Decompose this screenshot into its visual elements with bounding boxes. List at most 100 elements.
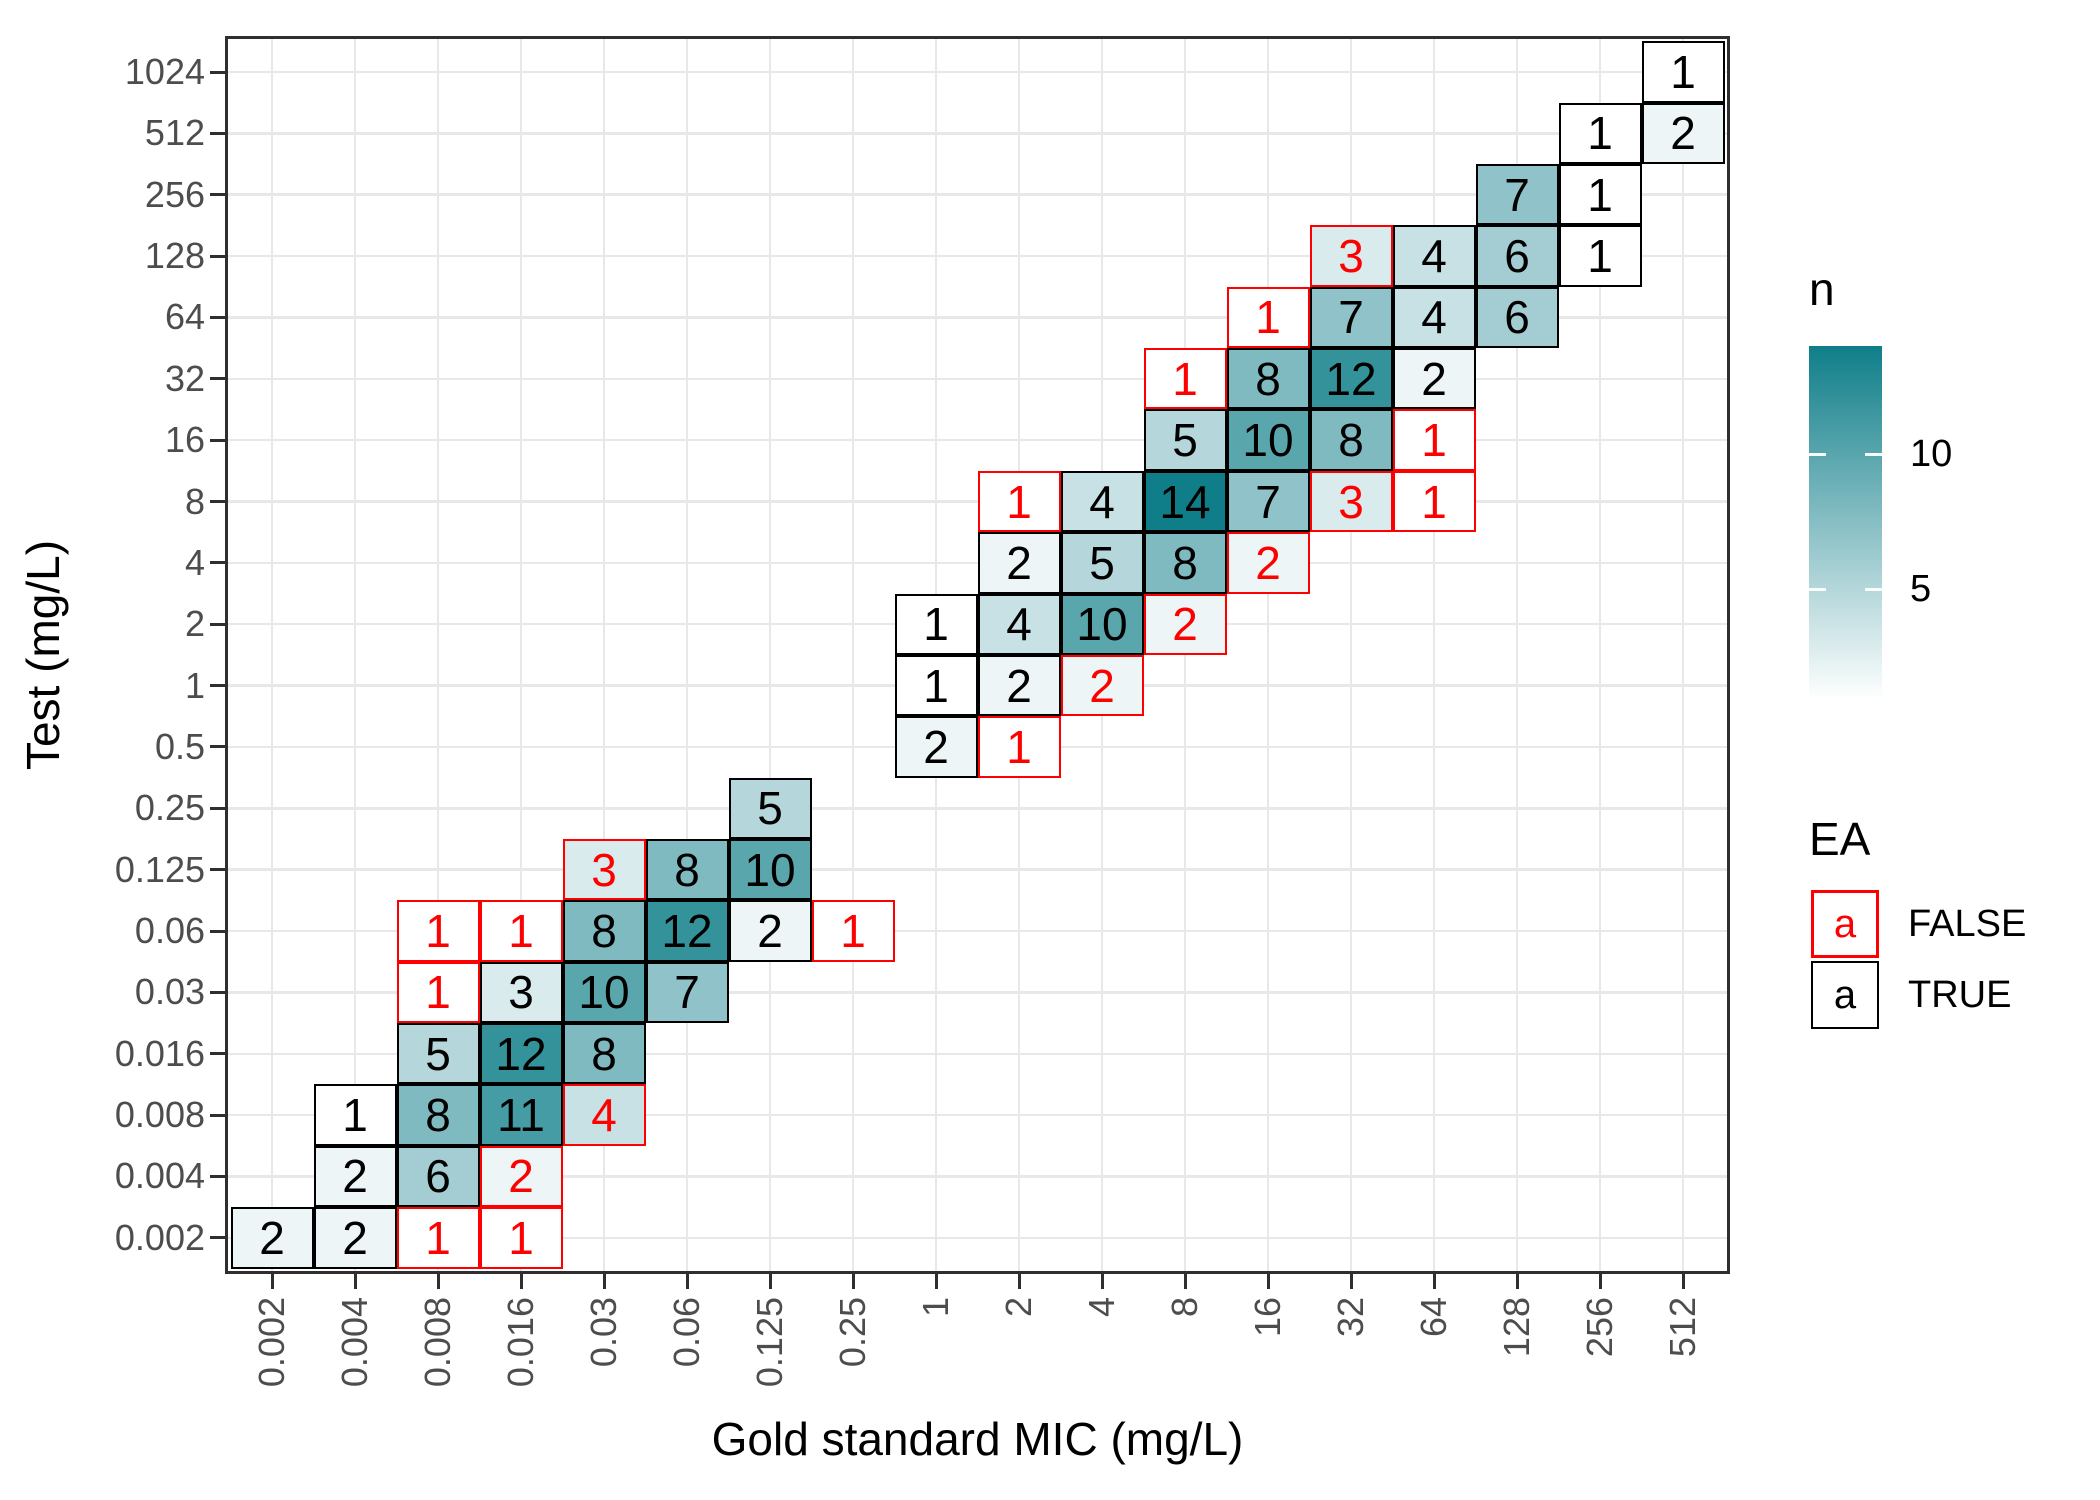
tile-512-512: 2 (1641, 102, 1725, 165)
y-tick-label: 16 (164, 419, 205, 461)
tile-4-4: 5 (1060, 532, 1144, 594)
tile-0.5-1: 2 (894, 716, 978, 778)
tile-2-2: 4 (977, 593, 1061, 655)
tile-0.016-0.03: 8 (562, 1023, 646, 1085)
gridline-y (225, 316, 1730, 319)
tile-1-2: 2 (977, 654, 1061, 717)
legend-key-true-glyph: a (1833, 972, 1857, 1017)
y-tick (210, 193, 225, 197)
legend-key-false: a (1811, 890, 1879, 958)
legend-gradient-tick-left (1809, 452, 1826, 456)
gridline-x (1432, 36, 1436, 1274)
gridline-x (1598, 36, 1602, 1274)
tile-32-16: 8 (1226, 348, 1310, 410)
legend-label-false: FALSE (1908, 903, 2027, 945)
x-tick (436, 1274, 440, 1289)
y-axis-title: Test (mg/L) (17, 539, 70, 771)
gridline-x (353, 36, 357, 1274)
x-axis-title: Gold standard MIC (mg/L) (711, 1413, 1244, 1465)
x-tick (602, 1274, 606, 1289)
x-tick (685, 1274, 689, 1289)
tile-0.03-0.06: 7 (645, 961, 729, 1024)
x-tick-label: 64 (1413, 1297, 1454, 1338)
tile-64-32: 7 (1309, 286, 1393, 349)
tile-0.125-0.03: 3 (562, 839, 646, 901)
tile-32-64: 2 (1392, 348, 1476, 410)
x-tick-label: 0.25 (832, 1297, 873, 1368)
x-tick (1183, 1274, 1187, 1289)
legend-key-false-glyph: a (1833, 901, 1857, 946)
tile-8-32: 3 (1309, 470, 1393, 533)
gridline-x (270, 36, 274, 1274)
tile-4-8: 8 (1143, 532, 1227, 594)
gridline-y (225, 1113, 1730, 1117)
y-tick (210, 561, 225, 565)
y-tick-label: 0.03 (134, 971, 205, 1013)
y-tick (210, 929, 225, 933)
x-tick (1349, 1274, 1353, 1289)
tile-64-64: 4 (1392, 286, 1476, 349)
gridline-x (1515, 36, 1519, 1274)
y-tick (210, 70, 225, 74)
tile-0.125-0.125: 10 (728, 839, 812, 901)
tile-256-128: 7 (1475, 164, 1559, 226)
gridline-y (225, 807, 1730, 810)
x-tick-label: 512 (1662, 1297, 1703, 1358)
tile-0.06-0.016: 1 (479, 900, 563, 962)
y-tick-label: 64 (164, 296, 205, 338)
legend-label-true: TRUE (1908, 974, 2012, 1016)
x-tick-label: 0.004 (334, 1297, 375, 1388)
y-tick (210, 1174, 225, 1178)
x-tick-label: 0.002 (251, 1297, 292, 1388)
y-tick-label: 4 (184, 541, 205, 583)
x-tick-label: 128 (1496, 1297, 1537, 1358)
gridline-y (225, 377, 1730, 381)
y-tick-label: 2 (184, 603, 205, 645)
y-tick (210, 868, 225, 872)
x-tick (519, 1274, 523, 1289)
legend-n-tick-label: 10 (1910, 433, 1953, 475)
tile-0.016-0.016: 12 (479, 1023, 563, 1085)
gridline-y (225, 991, 1730, 994)
x-tick (1681, 1274, 1685, 1289)
legend-gradient-tick-right (1865, 587, 1882, 591)
y-tick-label: 256 (144, 173, 205, 215)
tile-0.008-0.016: 11 (479, 1084, 563, 1146)
tile-0.004-0.016: 2 (479, 1145, 563, 1208)
x-tick (353, 1274, 357, 1289)
x-tick-label: 256 (1579, 1297, 1620, 1358)
legend-n-tick-label: 5 (1910, 568, 1932, 610)
y-tick (210, 990, 225, 994)
tile-0.016-0.008: 5 (396, 1023, 480, 1085)
x-tick (851, 1274, 855, 1289)
y-tick-label: 0.06 (134, 910, 205, 952)
y-tick-label: 0.25 (134, 787, 205, 829)
gridline-x (1349, 36, 1353, 1274)
tile-32-8: 1 (1143, 348, 1227, 410)
tile-0.06-0.03: 8 (562, 900, 646, 962)
tile-4-2: 2 (977, 532, 1061, 594)
tile-0.008-0.008: 8 (396, 1084, 480, 1146)
tile-0.06-0.06: 12 (645, 900, 729, 962)
y-tick-label: 1024 (124, 51, 205, 92)
gridline-x (436, 36, 440, 1274)
tile-0.06-0.008: 1 (396, 900, 480, 962)
x-tick (768, 1274, 772, 1289)
tile-128-32: 3 (1309, 225, 1393, 287)
tile-0.06-0.125: 2 (728, 900, 812, 962)
tile-0.03-0.03: 10 (562, 961, 646, 1024)
y-tick (210, 1236, 225, 1240)
tile-8-8: 14 (1143, 470, 1227, 533)
legend-gradient-bar (1809, 346, 1882, 697)
y-tick (210, 622, 225, 626)
legend-ea-title: EA (1809, 813, 1871, 865)
x-tick-label: 1 (915, 1297, 956, 1318)
gridline-y (225, 70, 1730, 74)
gridline-x (602, 36, 606, 1274)
tile-0.5-2: 1 (977, 716, 1061, 778)
gridline-y (225, 1175, 1730, 1178)
gridline-y (225, 929, 1730, 933)
gridline-x (1681, 36, 1685, 1274)
gridline-x (685, 36, 689, 1274)
